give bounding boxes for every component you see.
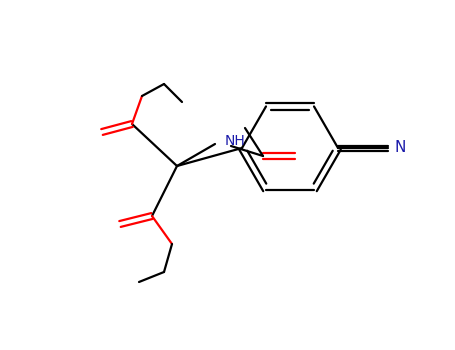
Text: N: N <box>395 140 406 155</box>
Text: NH: NH <box>225 134 246 148</box>
